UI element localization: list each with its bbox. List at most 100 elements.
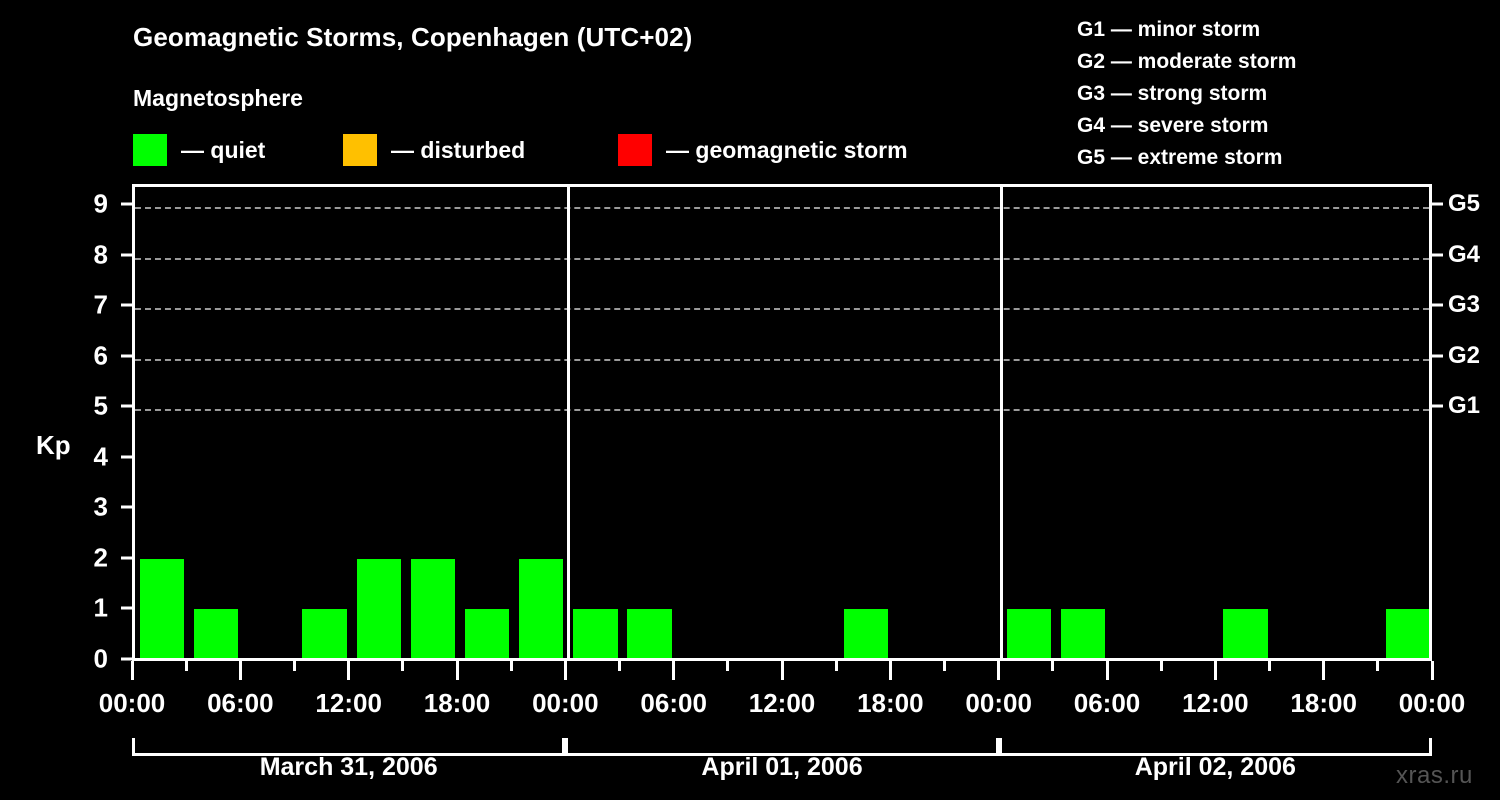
g-tick-mark <box>1432 202 1443 206</box>
bar <box>1060 609 1106 660</box>
page-title: Geomagnetic Storms, Copenhagen (UTC+02) <box>133 22 693 52</box>
bar <box>573 609 618 660</box>
gscale-row-g4: G4 — severe storm <box>1077 114 1269 137</box>
x-tick-major <box>1105 661 1109 680</box>
y-tick-mark <box>121 505 132 509</box>
g-tick-label-g1: G1 <box>1448 392 1481 420</box>
y-tick-mark <box>121 354 132 358</box>
x-tick-label: 06:00 <box>1073 688 1141 718</box>
x-tick-label: 00:00 <box>965 688 1032 718</box>
x-tick-minor <box>834 661 838 671</box>
plot-area <box>132 184 1432 660</box>
legend-swatch-quiet-icon <box>133 134 167 166</box>
x-tick-major <box>1322 661 1326 680</box>
day-divider <box>566 187 570 660</box>
bar <box>844 609 889 660</box>
g-tick-mark <box>1432 253 1443 257</box>
day-divider <box>1000 187 1004 660</box>
bar <box>356 558 401 660</box>
bar <box>194 609 239 660</box>
g-tick-mark <box>1432 404 1443 408</box>
gscale-row-g1: G1 — minor storm <box>1077 18 1261 41</box>
x-tick-minor <box>618 661 621 671</box>
x-tick-label: 18:00 <box>1290 688 1357 718</box>
gscale-legend: G1 — minor storm G2 — moderate storm G3 — … <box>1077 14 1296 174</box>
plot-inner <box>135 187 1429 660</box>
g-tick-label-g3: G3 <box>1448 291 1481 319</box>
date-bracket <box>132 738 566 756</box>
x-tick-major <box>780 661 784 680</box>
x-tick-minor <box>184 661 188 671</box>
x-tick-major <box>563 661 567 680</box>
x-tick-major <box>888 661 892 680</box>
watermark: xras.ru <box>1396 762 1473 789</box>
gscale-row-g3: G3 — strong storm <box>1077 82 1268 105</box>
bar <box>302 609 347 660</box>
legend-label-storm: — geomagnetic storm <box>666 136 908 163</box>
x-tick-label: 06:00 <box>640 688 707 718</box>
y-tick-mark <box>121 253 132 257</box>
x-tick-minor <box>1268 661 1271 671</box>
x-tick-label: 06:00 <box>207 688 274 718</box>
x-tick-major <box>1430 661 1434 680</box>
gridline-kp-9 <box>135 207 1429 210</box>
x-tick-label: 00:00 <box>98 688 166 718</box>
x-tick-major <box>130 661 134 680</box>
date-label: April 02, 2006 <box>1134 753 1296 781</box>
y-tick-mark <box>121 303 132 307</box>
g-tick-mark <box>1432 354 1443 358</box>
x-tick-major <box>347 661 351 680</box>
y-tick-label: 9 <box>93 188 108 219</box>
x-tick-minor <box>943 661 946 671</box>
bar <box>410 558 456 660</box>
bar <box>1223 609 1268 660</box>
gscale-row-g2: G2 — moderate storm <box>1077 50 1297 73</box>
legend-entry-storm: — geomagnetic storm <box>618 131 908 169</box>
y-tick-label: 3 <box>93 491 108 522</box>
chart-subtitle: Magnetosphere <box>133 85 303 111</box>
y-tick-label: 8 <box>93 239 108 270</box>
x-tick-minor <box>293 661 296 671</box>
bar <box>1385 609 1429 660</box>
x-tick-label: 12:00 <box>315 688 382 718</box>
y-tick-mark <box>121 606 132 610</box>
y-tick-label: 4 <box>93 441 108 472</box>
x-tick-label: 12:00 <box>748 688 816 718</box>
y-tick-label: 7 <box>93 289 108 320</box>
bar <box>464 609 510 660</box>
x-tick-minor <box>401 661 405 671</box>
legend-swatch-storm-icon <box>618 134 652 166</box>
y-tick-label: 1 <box>93 592 108 623</box>
gridline-kp-6 <box>135 358 1429 361</box>
y-tick-mark <box>121 556 132 560</box>
x-tick-minor <box>1159 661 1163 671</box>
y-tick-label: 6 <box>93 340 108 371</box>
date-label: March 31, 2006 <box>259 753 438 781</box>
date-label: April 01, 2006 <box>701 753 863 781</box>
g-tick-mark <box>1432 303 1443 307</box>
x-tick-major <box>238 661 242 680</box>
g-tick-label-g2: G2 <box>1448 341 1481 369</box>
g-tick-label-g5: G5 <box>1448 190 1481 218</box>
g-tick-label-g4: G4 <box>1448 240 1481 268</box>
legend-entry-disturbed: — disturbed <box>343 131 525 169</box>
legend-entry-quiet: — quiet <box>133 131 265 169</box>
gridline-kp-8 <box>135 257 1429 260</box>
date-bracket <box>565 738 999 756</box>
bar <box>139 558 185 660</box>
x-tick-label: 00:00 <box>1398 688 1466 718</box>
y-tick-mark <box>121 404 132 408</box>
legend-label-quiet: — quiet <box>181 136 266 163</box>
legend-swatch-disturbed-icon <box>343 134 377 166</box>
x-tick-label: 18:00 <box>857 688 924 718</box>
x-tick-major <box>1213 661 1217 680</box>
y-tick-mark <box>121 202 132 206</box>
x-tick-minor <box>1376 661 1380 671</box>
x-tick-major <box>672 661 676 680</box>
x-tick-minor <box>726 661 730 671</box>
x-tick-major <box>455 661 459 680</box>
gscale-row-g5: G5 — extreme storm <box>1077 146 1283 169</box>
x-tick-minor <box>509 661 513 671</box>
legend-label-disturbed: — disturbed <box>391 136 526 163</box>
y-axis-title: Kp <box>36 430 71 460</box>
